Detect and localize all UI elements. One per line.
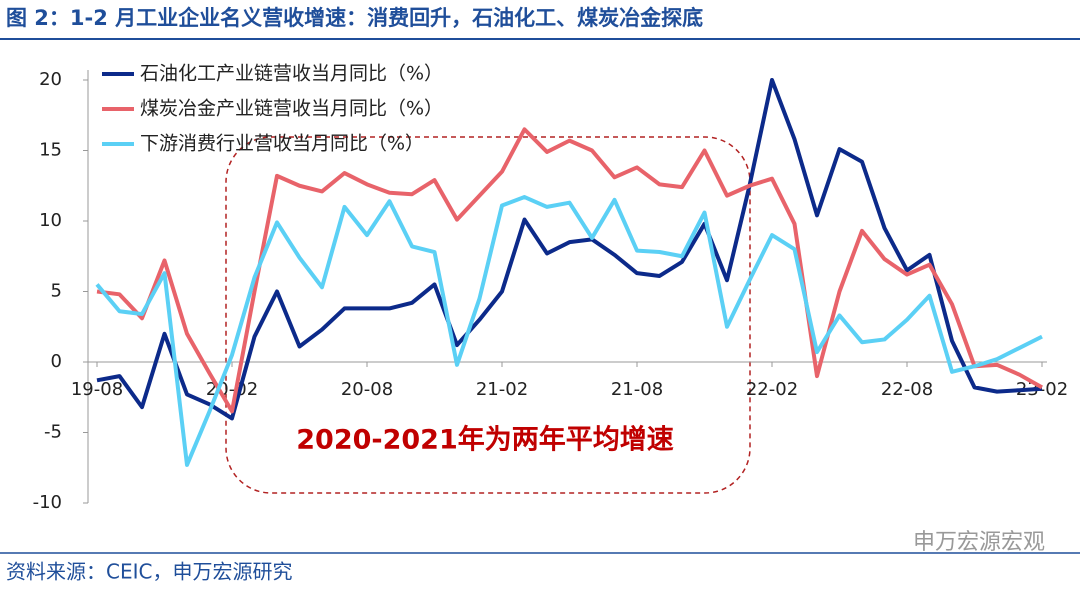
x-tick-label: 22-02 — [746, 379, 798, 400]
y-tick-label: 0 — [51, 351, 62, 372]
annotation-box — [225, 136, 751, 494]
legend-label: 石油化工产业链营收当月同比（%） — [140, 63, 443, 85]
series-line — [96, 127, 1043, 414]
y-tick-label: -5 — [44, 422, 62, 443]
y-tick-label: 20 — [39, 69, 62, 90]
x-tick-label: 19-08 — [71, 379, 123, 400]
series-line — [96, 78, 1043, 421]
watermark: 申万宏源宏观 — [913, 530, 1045, 555]
y-tick-label: 15 — [39, 140, 62, 161]
x-tick-label: 21-02 — [476, 379, 528, 400]
x-tick-label: 22-08 — [881, 379, 933, 400]
legend-label: 下游消费行业营收当月同比（%） — [140, 133, 424, 155]
series-line — [95, 195, 1043, 467]
x-tick-label: 20-08 — [341, 379, 393, 400]
y-tick-label: 5 — [51, 281, 62, 302]
chart-title: 图 2：1-2 月工业企业名义营收增速：消费回升，石油化工、煤炭冶金探底 — [6, 6, 703, 30]
y-tick-label: 10 — [39, 210, 62, 231]
y-tick-label: -10 — [33, 492, 62, 513]
annotation: 2020-2021年为两年平均增速 — [296, 424, 674, 456]
source: 资料来源：CEIC，申万宏源研究 — [6, 560, 292, 584]
x-tick-label: 21-08 — [611, 379, 663, 400]
legend-label: 煤炭冶金产业链营收当月同比（%） — [140, 98, 443, 120]
